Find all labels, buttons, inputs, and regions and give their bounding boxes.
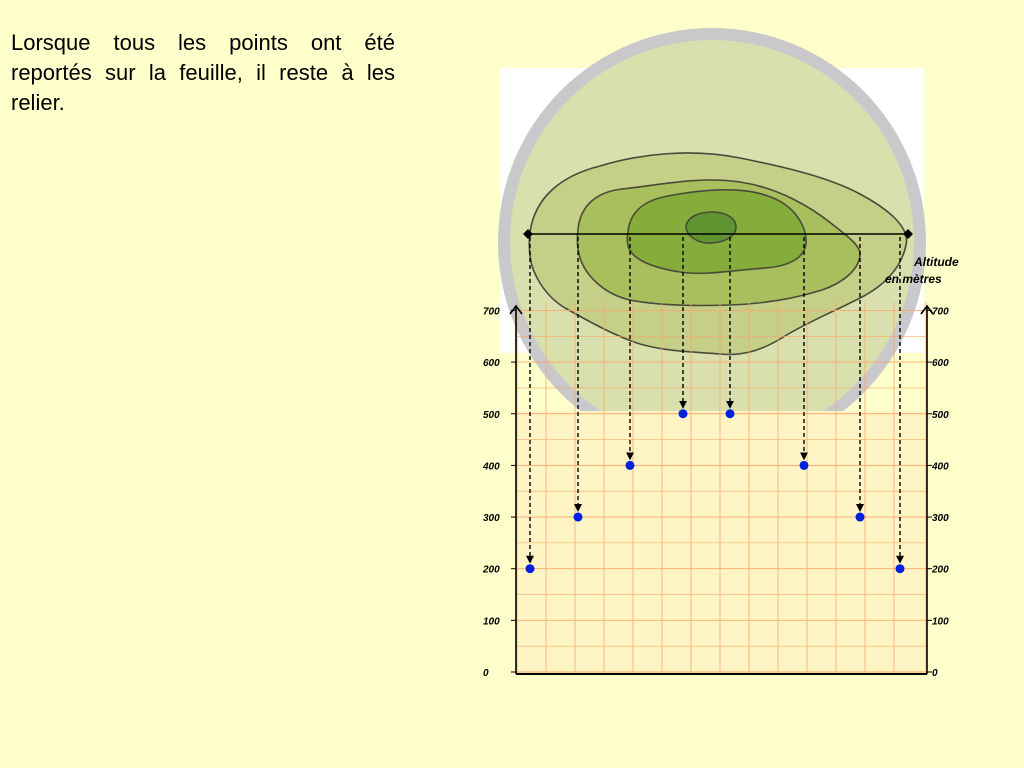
profile-point [625,460,635,470]
right-tick-label: 300 [932,513,949,524]
right-tick-label: 700 [932,306,949,317]
right-tick-label: 400 [931,461,949,472]
profile-point [678,409,688,419]
left-tick-label: 100 [483,616,500,627]
profile-point [799,460,809,470]
section-start-marker [523,229,533,239]
contour-line-500 [685,211,737,244]
right-tick-label: 0 [932,668,938,679]
left-tick-label: 200 [482,565,500,576]
right-tick-label: 600 [932,358,949,369]
profile-points [525,409,905,574]
left-tick-label: 400 [482,461,500,472]
profile-point [525,564,535,574]
profile-point [895,564,905,574]
grid-background [517,411,926,674]
left-tick-label: 700 [483,306,500,317]
right-tick-label: 100 [932,616,949,627]
left-tick-label: 600 [483,358,500,369]
profile-point [725,409,735,419]
profile-point [573,512,583,522]
left-tick-label: 0 [483,668,489,679]
axis-title-line2: en mètres [885,272,942,286]
profile-point [855,512,865,522]
grid-lines [516,302,927,674]
left-axis-ticks: 0 100 200 300 400 500 600 700 [482,306,516,679]
projection-arrows [526,237,904,564]
axis-title-line1: Altitude [913,255,959,269]
section-end-marker [903,229,913,239]
left-tick-label: 300 [483,513,500,524]
left-tick-label: 500 [483,410,500,421]
profile-grid [516,302,927,674]
right-tick-label: 500 [932,410,949,421]
caption-text: Lorsque tous les points ont été reportés… [11,30,395,115]
contour-map [498,28,926,456]
right-axis-ticks: 0 100 200 300 400 500 600 700 [927,306,949,679]
axes: 0 100 200 300 400 500 600 700 0 100 200 300 400 500 6… [482,304,949,679]
right-tick-label: 200 [931,565,949,576]
right-axis-arrow [920,304,934,315]
left-axis-arrow [509,304,523,315]
